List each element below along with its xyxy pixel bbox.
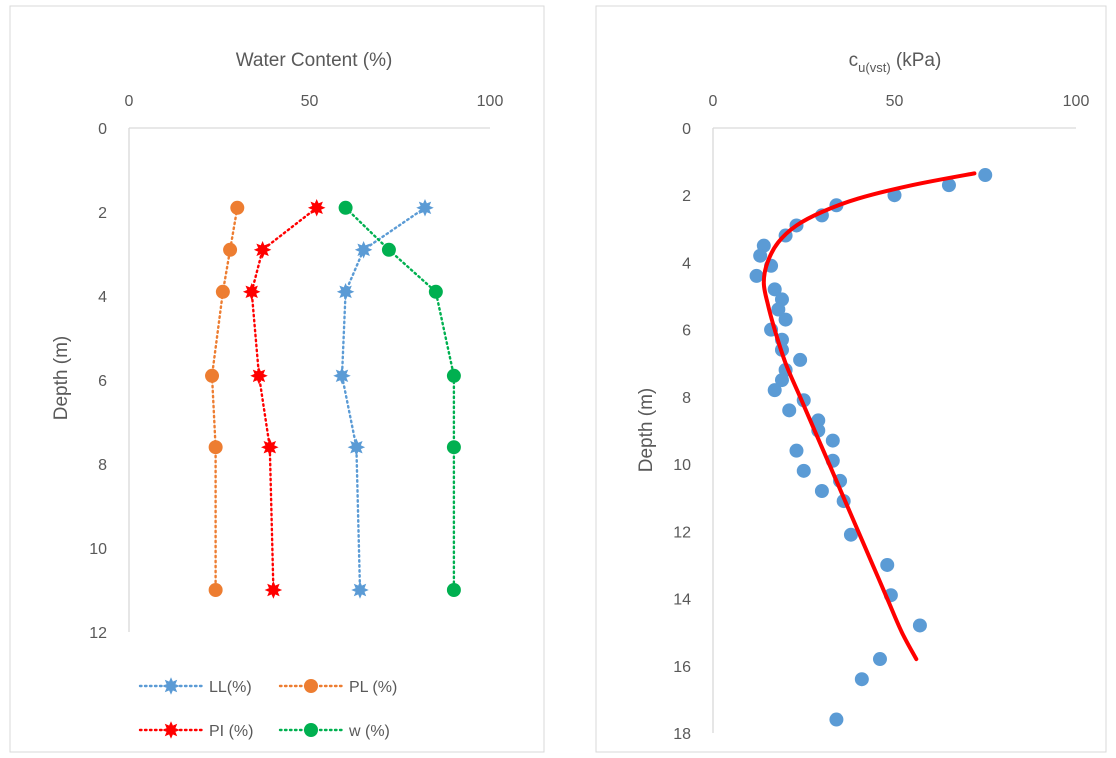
- right-y-tick-label: 0: [682, 121, 691, 138]
- right-y-tick-label: 4: [682, 255, 691, 272]
- data-point-cu: [941, 178, 956, 193]
- data-point-ll: [416, 199, 434, 217]
- data-point-cu: [829, 712, 844, 727]
- left-y-tick-label: 12: [89, 625, 107, 642]
- left-series-group: [205, 199, 461, 599]
- data-point-w: [338, 200, 353, 215]
- data-point-cu: [774, 373, 789, 388]
- data-point-w: [381, 242, 396, 257]
- data-point-ll: [336, 283, 355, 301]
- left-legend: LL(%) PL (%) PI (%) w (%): [138, 677, 397, 740]
- series-line-w: [344, 206, 456, 592]
- right-x-tick-label: 100: [1063, 93, 1090, 110]
- left-y-axis-label: Depth (m): [51, 336, 72, 420]
- right-axes: 0 50 100 0 2 4 6 8 10 12 14 16 18: [673, 93, 1089, 743]
- data-point-w: [446, 440, 461, 455]
- legend-marker-pi: [162, 721, 180, 739]
- data-point-w: [446, 368, 461, 383]
- left-y-tick-label: 0: [98, 121, 107, 138]
- data-point-ll: [333, 367, 351, 385]
- right-x-tick-label: 50: [886, 93, 904, 110]
- data-point-cu: [782, 403, 797, 418]
- legend-label-pl: PL (%): [349, 679, 397, 696]
- left-chart-title: Water Content (%): [236, 50, 393, 71]
- data-point-cu: [771, 302, 786, 317]
- data-point-cu: [778, 312, 793, 327]
- right-y-tick-label: 10: [673, 457, 691, 474]
- left-y-tick-label: 8: [98, 457, 107, 474]
- data-point-pi: [307, 199, 326, 217]
- left-x-tick-label: 100: [477, 93, 504, 110]
- data-point-cu: [872, 652, 887, 667]
- legend-marker-ll: [162, 677, 180, 695]
- left-y-tick-label: 2: [98, 205, 107, 222]
- left-x-tick-label: 0: [125, 93, 134, 110]
- left-y-tick-label: 10: [89, 541, 107, 558]
- right-title-unit: (kPa): [891, 50, 942, 71]
- right-y-tick-label: 14: [673, 592, 691, 609]
- data-point-cu: [843, 527, 858, 542]
- data-point-pl: [215, 284, 230, 299]
- data-point-pi: [261, 438, 279, 456]
- data-point-cu: [749, 268, 764, 283]
- legend-label-w: w (%): [348, 723, 390, 740]
- right-y-tick-label: 12: [673, 524, 691, 541]
- data-point-cu: [767, 383, 782, 398]
- left-x-tick-label: 50: [301, 93, 319, 110]
- data-point-cu: [825, 433, 840, 448]
- data-point-cu: [753, 248, 768, 263]
- data-point-cu: [796, 463, 811, 478]
- data-point-cu: [793, 352, 808, 367]
- data-point-ll: [351, 581, 369, 599]
- data-point-cu: [767, 282, 782, 297]
- left-y-tick-label: 6: [98, 373, 107, 390]
- data-point-w: [446, 583, 461, 597]
- right-y-tick-label: 2: [682, 188, 691, 205]
- data-point-pi: [264, 581, 283, 599]
- data-point-pl: [205, 368, 220, 383]
- left-axes: 0 50 100 0 2 4 6 8 10 12: [89, 93, 503, 642]
- right-x-tick-label: 0: [709, 93, 718, 110]
- data-point-ll: [354, 241, 373, 259]
- series-line-pi: [250, 206, 318, 592]
- legend-label-ll: LL(%): [209, 679, 252, 696]
- trend-line: [761, 171, 977, 662]
- left-y-tick-label: 4: [98, 289, 107, 306]
- data-point-pi: [250, 367, 268, 385]
- data-point-w: [428, 284, 443, 299]
- right-y-tick-label: 16: [673, 659, 691, 676]
- data-point-cu: [789, 443, 804, 458]
- data-point-pi: [253, 241, 272, 259]
- water-content-chart: Water Content (%) Depth (m) 0 50 100 0 2 4 6 8 1…: [9, 5, 545, 753]
- data-point-pl: [208, 583, 223, 597]
- right-title-main: c: [849, 50, 859, 71]
- data-point-cu: [978, 168, 993, 183]
- data-point-ll: [347, 438, 366, 456]
- right-series-group: [749, 168, 993, 727]
- data-point-pl: [208, 440, 223, 455]
- data-point-cu: [880, 557, 895, 572]
- right-y-tick-label: 6: [682, 323, 691, 340]
- legend-label-pi: PI (%): [209, 723, 253, 740]
- data-point-cu: [854, 672, 869, 687]
- data-point-pi: [242, 283, 261, 301]
- series-line-pl: [210, 206, 239, 592]
- data-point-pl: [230, 200, 245, 215]
- right-chart-title: cu(vst) (kPa): [849, 50, 942, 75]
- data-point-pl: [223, 242, 238, 257]
- right-y-tick-label: 18: [673, 726, 691, 743]
- right-title-subscript: u(vst): [858, 60, 891, 75]
- series-line-ll: [340, 206, 427, 592]
- data-point-cu: [811, 413, 826, 428]
- legend-marker-pl: [304, 679, 318, 693]
- data-point-cu: [814, 484, 829, 498]
- right-chart-frame: [595, 5, 1107, 753]
- shear-strength-chart: cu(vst) (kPa) Depth (m) 0 50 100 0 2 4 6 8 10 12 1…: [595, 5, 1107, 753]
- right-y-tick-label: 8: [682, 390, 691, 407]
- right-y-axis-label: Depth (m): [636, 388, 657, 472]
- data-point-cu: [912, 618, 927, 633]
- legend-marker-w: [304, 723, 318, 737]
